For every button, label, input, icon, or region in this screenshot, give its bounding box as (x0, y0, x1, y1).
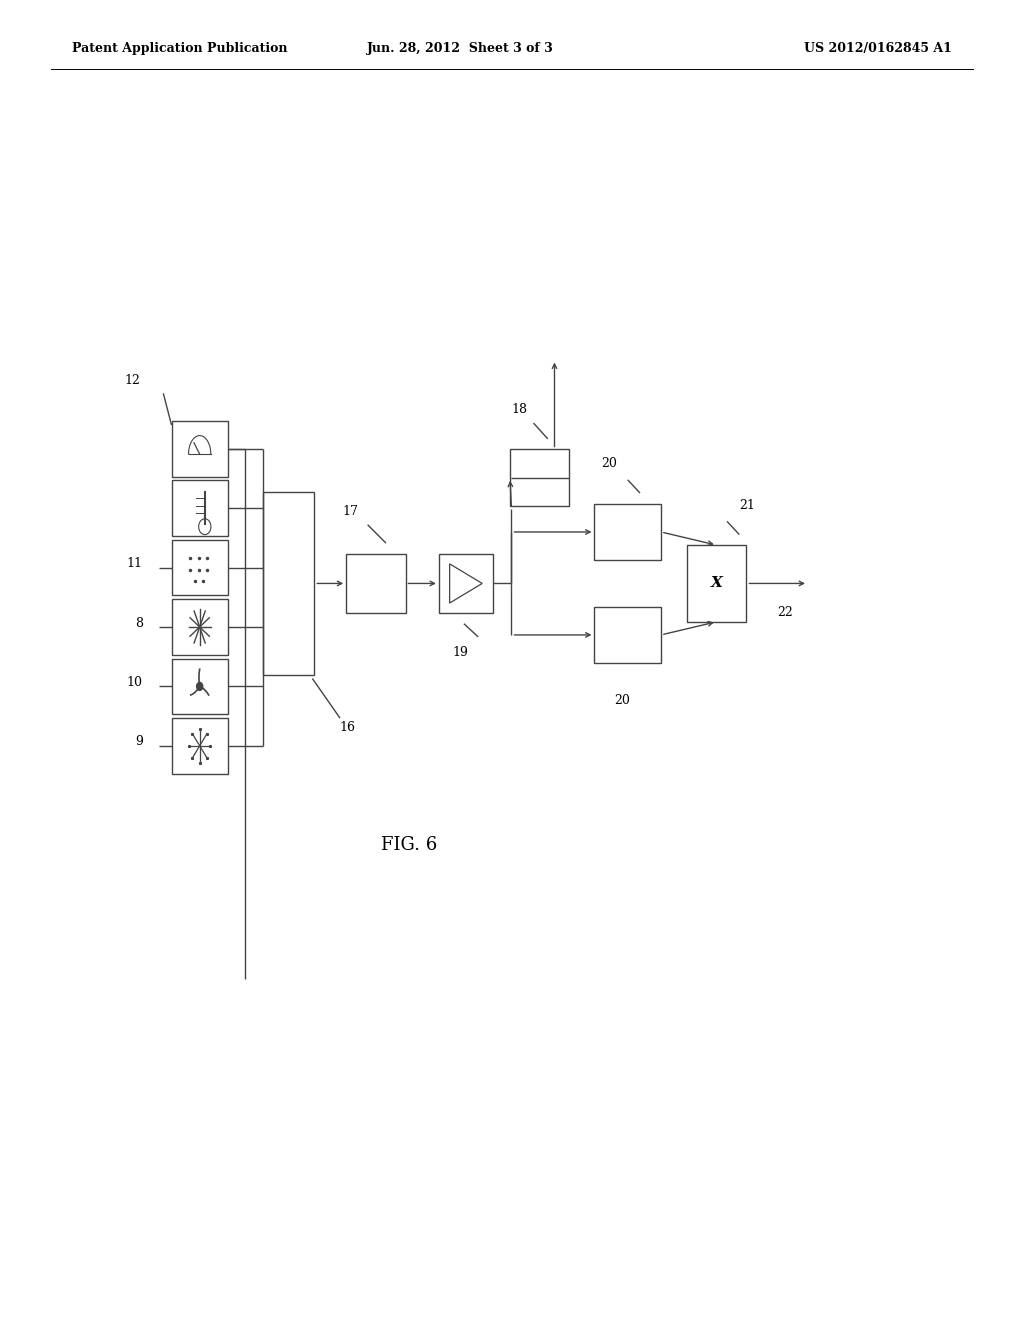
FancyBboxPatch shape (594, 607, 662, 663)
Text: 20: 20 (614, 694, 631, 706)
Text: 11: 11 (127, 557, 143, 570)
Circle shape (197, 682, 203, 690)
FancyBboxPatch shape (172, 718, 227, 774)
FancyBboxPatch shape (172, 480, 227, 536)
FancyBboxPatch shape (510, 449, 569, 506)
Text: FIG. 6: FIG. 6 (382, 836, 437, 854)
Text: Patent Application Publication: Patent Application Publication (72, 42, 287, 55)
Text: X: X (711, 577, 723, 590)
FancyBboxPatch shape (594, 503, 662, 560)
FancyBboxPatch shape (687, 545, 746, 622)
Text: 18: 18 (511, 404, 527, 416)
Text: 8: 8 (135, 616, 143, 630)
FancyBboxPatch shape (172, 421, 227, 477)
FancyBboxPatch shape (172, 540, 227, 595)
Text: 10: 10 (127, 676, 143, 689)
FancyBboxPatch shape (263, 492, 314, 675)
FancyBboxPatch shape (172, 599, 227, 655)
FancyBboxPatch shape (438, 553, 494, 612)
Text: 19: 19 (453, 647, 469, 659)
Text: Jun. 28, 2012  Sheet 3 of 3: Jun. 28, 2012 Sheet 3 of 3 (368, 42, 554, 55)
Text: 16: 16 (339, 721, 355, 734)
FancyBboxPatch shape (346, 553, 406, 612)
Text: 9: 9 (135, 735, 143, 748)
Text: 12: 12 (125, 374, 141, 387)
Text: 22: 22 (777, 606, 794, 619)
FancyBboxPatch shape (172, 659, 227, 714)
Text: 17: 17 (342, 506, 358, 517)
Text: US 2012/0162845 A1: US 2012/0162845 A1 (805, 42, 952, 55)
Text: 20: 20 (601, 458, 617, 470)
Text: 21: 21 (739, 499, 756, 512)
